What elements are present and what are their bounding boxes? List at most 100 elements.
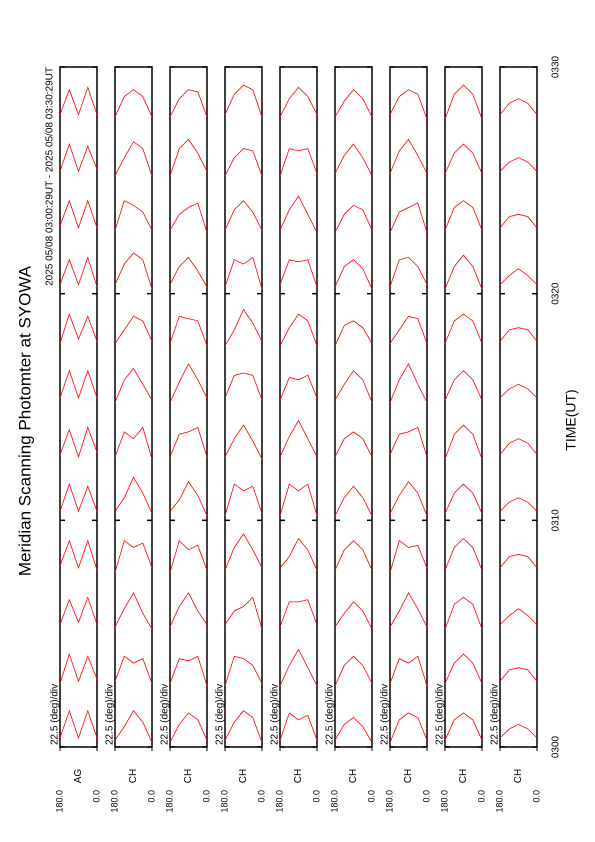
panel-frame [169,66,208,748]
scan-trace [389,655,428,686]
scan-trace [114,592,153,630]
scan-trace [444,370,483,401]
scan-trace [169,315,208,346]
scan-trace [389,592,428,628]
scan-trace [389,138,428,174]
scan-trace [279,313,318,346]
scan-trace [389,481,428,516]
channel-label: CH [403,769,414,783]
scan-trace [224,372,263,401]
scan-trace [169,363,208,403]
panel-frame [59,66,98,748]
scan-trace [444,84,483,120]
scan-trace [59,709,98,740]
scan-trace [224,424,263,460]
scan-trace [499,497,538,512]
scan-trace [334,89,373,118]
channel-label: CH [128,769,139,783]
x-axis-label: TIME(UT) [563,389,579,450]
channel-label: CH [458,769,469,783]
scan-trace [389,540,428,573]
scan-trace [114,426,153,460]
y-tick-label: 180.0 [384,790,394,813]
scan-trace [59,312,98,344]
scan-trace [224,148,263,176]
y-tick-label: 180.0 [54,790,64,813]
panel-frame [499,66,538,748]
scan-trace [169,481,208,516]
scan-trace [224,84,263,118]
subtitle: 2025 05/08 03:00:29UT - 2025 05/08 03:30… [45,67,56,286]
scan-trace [499,383,538,399]
scan-trace [114,89,153,118]
scan-trace [389,89,428,120]
scan-trace [444,313,483,344]
scan-trace [279,648,318,686]
scan-trace [499,723,538,739]
panel-frame [444,66,483,748]
scan-trace [499,667,538,682]
scan-trace [444,424,483,460]
scan-trace [334,320,373,346]
scan-trace [499,213,538,229]
scan-trace [59,596,98,625]
scan-trace [334,370,373,403]
scan-trace [224,308,263,347]
channel-label: CH [183,769,194,783]
rotated-chart: Meridian Scanning Photomter at SYOWA 202… [15,55,578,812]
channel-label: CH [513,769,524,783]
scan-trace [279,483,318,516]
scan-trace [334,259,373,290]
panel-frame [389,66,428,748]
scan-trace [224,200,263,231]
scan-trace [389,256,428,288]
scan-trace [114,476,153,514]
scan-trace [169,539,208,573]
chart-title: Meridian Scanning Photomter at SYOWA [15,265,34,576]
scan-trace [169,89,208,118]
scale-label: 22.5 (deg)/div [325,684,336,745]
panel-frame [334,66,373,748]
scan-trace [169,712,208,743]
scan-trace [114,315,153,344]
scan-trace [499,157,538,172]
scan-trace [114,540,153,573]
scan-trace [499,327,538,342]
scan-trace [59,369,98,400]
y-tick-label: 0.0 [366,790,376,803]
scan-trace [224,483,263,516]
scan-trace [279,419,318,458]
scan-trace [499,438,538,455]
y-tick-label: 0.0 [201,790,211,803]
scan-trace [169,256,208,288]
y-tick-label: 0.0 [256,790,266,803]
scan-trace [334,540,373,571]
scan-trace [499,98,538,115]
panel-frame [279,66,318,748]
scan-trace [114,200,153,231]
scan-trace [59,142,98,173]
scale-label: 22.5 (deg)/div [270,684,281,745]
scan-trace [389,426,428,458]
channel-label: CH [238,769,249,783]
scan-trace [59,426,98,459]
y-tick-label: 180.0 [274,790,284,813]
scan-trace [444,483,483,514]
scan-trace [224,655,263,686]
scale-label: 22.5 (deg)/div [160,684,171,745]
y-tick-label: 0.0 [146,790,156,803]
scale-label: 22.5 (deg)/div [435,684,446,745]
scan-trace [279,374,318,401]
scan-trace [224,256,263,290]
scan-trace [334,601,373,630]
channel-label: CH [293,769,304,783]
scan-trace [444,596,483,630]
scan-trace [444,143,483,174]
y-tick-label: 180.0 [439,790,449,813]
scan-trace [334,716,373,743]
panel-frame [224,66,263,748]
scan-trace [114,367,153,403]
x-tick-label: 0300 [551,735,562,758]
scan-trace [444,537,483,571]
scan-trace [59,199,98,230]
